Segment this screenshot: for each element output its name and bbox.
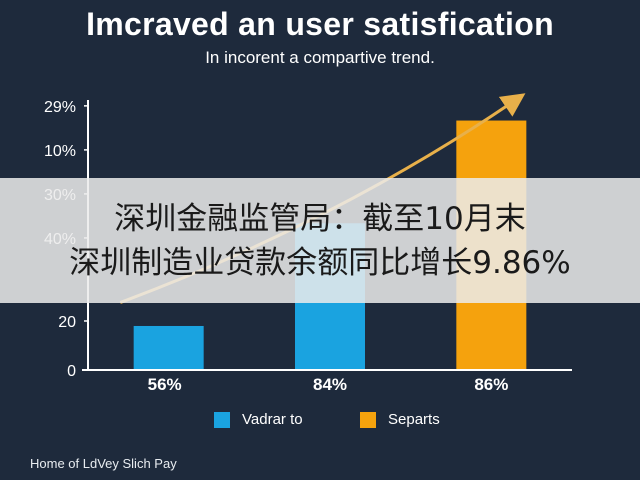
legend-label-separts: Separts <box>388 411 440 428</box>
chart-subtitle: In incorent a compartive trend. <box>205 48 435 67</box>
legend-swatch-blue <box>214 411 230 428</box>
x-tick-label: 86% <box>474 375 508 394</box>
legend-item-vadrar: Vadrar to <box>214 411 303 428</box>
overlay-line-1: 深圳金融监管局：截至10月末 <box>114 200 526 237</box>
y-tick-label: 20 <box>58 314 76 331</box>
news-caption-overlay: 深圳金融监管局：截至10月末 深圳制造业贷款余额同比增长9.86% <box>0 178 640 303</box>
y-tick-label: 0 <box>67 363 76 380</box>
x-tick-label: 56% <box>148 375 182 394</box>
x-tick-label: 84% <box>313 375 347 394</box>
chart-title: Imcraved an user satisfication <box>86 6 554 42</box>
y-tick-label: 29% <box>44 99 76 116</box>
bar-1 <box>133 325 204 370</box>
footer-note: Home of LdVey Slich Pay <box>30 456 177 471</box>
x-axis: 56% 84% 86% <box>82 369 572 394</box>
legend-label-vadrar: Vadrar to <box>242 411 303 428</box>
legend-item-separts: Separts <box>360 411 440 428</box>
overlay-line-2: 深圳制造业贷款余额同比增长9.86% <box>69 244 571 281</box>
legend-swatch-orange <box>360 411 376 428</box>
chart-legend: Vadrar to Separts <box>0 411 640 433</box>
y-tick-label: 10% <box>44 143 76 160</box>
